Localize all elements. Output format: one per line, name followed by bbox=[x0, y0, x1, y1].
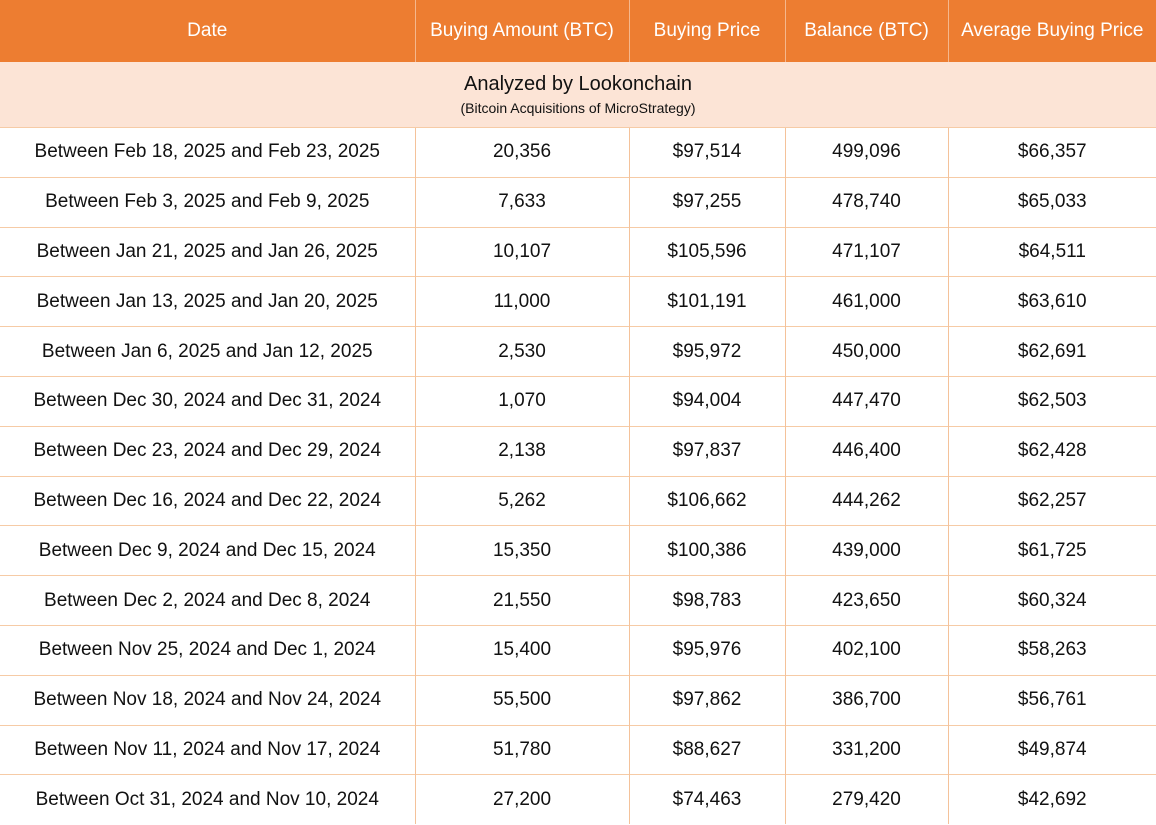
cell-balance: 471,107 bbox=[784, 226, 948, 277]
cell-buying-amount: 7,633 bbox=[414, 176, 629, 228]
cell-balance: 499,096 bbox=[784, 127, 948, 178]
column-header-buying-price: Buying Price bbox=[628, 0, 785, 62]
cell-average-buying-price: $49,874 bbox=[947, 724, 1156, 775]
cell-date: Between Feb 18, 2025 and Feb 23, 2025 bbox=[0, 127, 415, 178]
table-row: Between Jan 21, 2025 and Jan 26, 2025 10,… bbox=[0, 226, 1156, 277]
cell-average-buying-price: $62,691 bbox=[947, 326, 1156, 377]
cell-average-buying-price: $66,357 bbox=[947, 127, 1156, 178]
cell-balance: 461,000 bbox=[784, 276, 948, 327]
table-row: Between Dec 2, 2024 and Dec 8, 2024 21,55… bbox=[0, 575, 1156, 626]
cell-buying-price: $100,386 bbox=[628, 525, 785, 576]
cell-balance: 279,420 bbox=[784, 774, 948, 825]
cell-balance: 331,200 bbox=[784, 724, 948, 775]
cell-average-buying-price: $62,257 bbox=[947, 475, 1156, 526]
cell-buying-amount: 15,350 bbox=[414, 525, 629, 576]
table-row: Between Dec 9, 2024 and Dec 15, 2024 15,3… bbox=[0, 525, 1156, 576]
table-row: Between Oct 31, 2024 and Nov 10, 2024 27,… bbox=[0, 774, 1156, 825]
table-row: Between Dec 16, 2024 and Dec 22, 2024 5,2… bbox=[0, 475, 1156, 526]
cell-buying-amount: 21,550 bbox=[414, 575, 629, 626]
cell-date: Between Jan 21, 2025 and Jan 26, 2025 bbox=[0, 226, 415, 277]
attribution-subtitle: (Bitcoin Acquisitions of MicroStrategy) bbox=[460, 100, 696, 117]
cell-balance: 444,262 bbox=[784, 475, 948, 526]
cell-buying-price: $97,255 bbox=[628, 176, 785, 228]
table-row: Between Dec 23, 2024 and Dec 29, 2024 2,1… bbox=[0, 425, 1156, 477]
attribution-title: Analyzed by Lookonchain bbox=[464, 73, 692, 96]
header-row: Date Buying Amount (BTC) Buying Price Ba… bbox=[0, 0, 1156, 62]
cell-buying-price: $97,862 bbox=[628, 674, 785, 726]
table-row: Between Nov 18, 2024 and Nov 24, 2024 55,… bbox=[0, 674, 1156, 726]
table-row: Between Nov 11, 2024 and Nov 17, 2024 51,… bbox=[0, 724, 1156, 775]
cell-average-buying-price: $63,610 bbox=[947, 276, 1156, 327]
cell-date: Between Feb 3, 2025 and Feb 9, 2025 bbox=[0, 176, 415, 228]
attribution-cell: Analyzed by Lookonchain (Bitcoin Acquisi… bbox=[0, 62, 1156, 128]
cell-buying-amount: 11,000 bbox=[414, 276, 629, 327]
cell-date: Between Jan 6, 2025 and Jan 12, 2025 bbox=[0, 326, 415, 377]
cell-buying-amount: 2,530 bbox=[414, 326, 629, 377]
cell-average-buying-price: $60,324 bbox=[947, 575, 1156, 626]
cell-average-buying-price: $42,692 bbox=[947, 774, 1156, 825]
cell-buying-amount: 1,070 bbox=[414, 375, 629, 427]
cell-buying-amount: 5,262 bbox=[414, 475, 629, 526]
cell-balance: 386,700 bbox=[784, 674, 948, 726]
column-header-buying-amount: Buying Amount (BTC) bbox=[414, 0, 629, 62]
cell-buying-price: $95,976 bbox=[628, 624, 785, 676]
cell-buying-amount: 51,780 bbox=[414, 724, 629, 775]
cell-average-buying-price: $62,428 bbox=[947, 425, 1156, 477]
cell-date: Between Dec 23, 2024 and Dec 29, 2024 bbox=[0, 425, 415, 477]
cell-date: Between Dec 16, 2024 and Dec 22, 2024 bbox=[0, 475, 415, 526]
cell-buying-price: $105,596 bbox=[628, 226, 785, 277]
table-row: Between Jan 6, 2025 and Jan 12, 2025 2,53… bbox=[0, 326, 1156, 377]
column-header-average-buying-price: Average Buying Price bbox=[947, 0, 1156, 62]
cell-balance: 439,000 bbox=[784, 525, 948, 576]
cell-date: Between Nov 11, 2024 and Nov 17, 2024 bbox=[0, 724, 415, 775]
cell-balance: 402,100 bbox=[784, 624, 948, 676]
cell-date: Between Dec 9, 2024 and Dec 15, 2024 bbox=[0, 525, 415, 576]
cell-buying-price: $74,463 bbox=[628, 774, 785, 825]
cell-buying-amount: 55,500 bbox=[414, 674, 629, 726]
attribution-row: Analyzed by Lookonchain (Bitcoin Acquisi… bbox=[0, 62, 1156, 128]
cell-date: Between Dec 2, 2024 and Dec 8, 2024 bbox=[0, 575, 415, 626]
cell-average-buying-price: $61,725 bbox=[947, 525, 1156, 576]
cell-buying-price: $94,004 bbox=[628, 375, 785, 427]
cell-buying-price: $97,837 bbox=[628, 425, 785, 477]
cell-buying-amount: 20,356 bbox=[414, 127, 629, 178]
cell-buying-price: $106,662 bbox=[628, 475, 785, 526]
cell-average-buying-price: $56,761 bbox=[947, 674, 1156, 726]
cell-buying-price: $98,783 bbox=[628, 575, 785, 626]
cell-date: Between Dec 30, 2024 and Dec 31, 2024 bbox=[0, 375, 415, 427]
cell-buying-price: $97,514 bbox=[628, 127, 785, 178]
cell-date: Between Oct 31, 2024 and Nov 10, 2024 bbox=[0, 774, 415, 825]
cell-buying-amount: 10,107 bbox=[414, 226, 629, 277]
table-row: Between Feb 18, 2025 and Feb 23, 2025 20,… bbox=[0, 127, 1156, 178]
cell-balance: 447,470 bbox=[784, 375, 948, 427]
cell-balance: 423,650 bbox=[784, 575, 948, 626]
column-header-balance: Balance (BTC) bbox=[784, 0, 948, 62]
cell-average-buying-price: $64,511 bbox=[947, 226, 1156, 277]
table-row: Between Jan 13, 2025 and Jan 20, 2025 11,… bbox=[0, 276, 1156, 327]
cell-buying-price: $88,627 bbox=[628, 724, 785, 775]
cell-date: Between Nov 18, 2024 and Nov 24, 2024 bbox=[0, 674, 415, 726]
column-header-date: Date bbox=[0, 0, 415, 62]
cell-average-buying-price: $62,503 bbox=[947, 375, 1156, 427]
cell-balance: 450,000 bbox=[784, 326, 948, 377]
cell-average-buying-price: $58,263 bbox=[947, 624, 1156, 676]
cell-date: Between Jan 13, 2025 and Jan 20, 2025 bbox=[0, 276, 415, 327]
cell-average-buying-price: $65,033 bbox=[947, 176, 1156, 228]
table-row: Between Dec 30, 2024 and Dec 31, 2024 1,0… bbox=[0, 375, 1156, 427]
cell-buying-price: $101,191 bbox=[628, 276, 785, 327]
cell-buying-amount: 2,138 bbox=[414, 425, 629, 477]
cell-buying-amount: 27,200 bbox=[414, 774, 629, 825]
cell-buying-amount: 15,400 bbox=[414, 624, 629, 676]
table-row: Between Nov 25, 2024 and Dec 1, 2024 15,4… bbox=[0, 624, 1156, 676]
cell-balance: 446,400 bbox=[784, 425, 948, 477]
cell-balance: 478,740 bbox=[784, 176, 948, 228]
cell-buying-price: $95,972 bbox=[628, 326, 785, 377]
cell-date: Between Nov 25, 2024 and Dec 1, 2024 bbox=[0, 624, 415, 676]
table-row: Between Feb 3, 2025 and Feb 9, 2025 7,633… bbox=[0, 176, 1156, 228]
